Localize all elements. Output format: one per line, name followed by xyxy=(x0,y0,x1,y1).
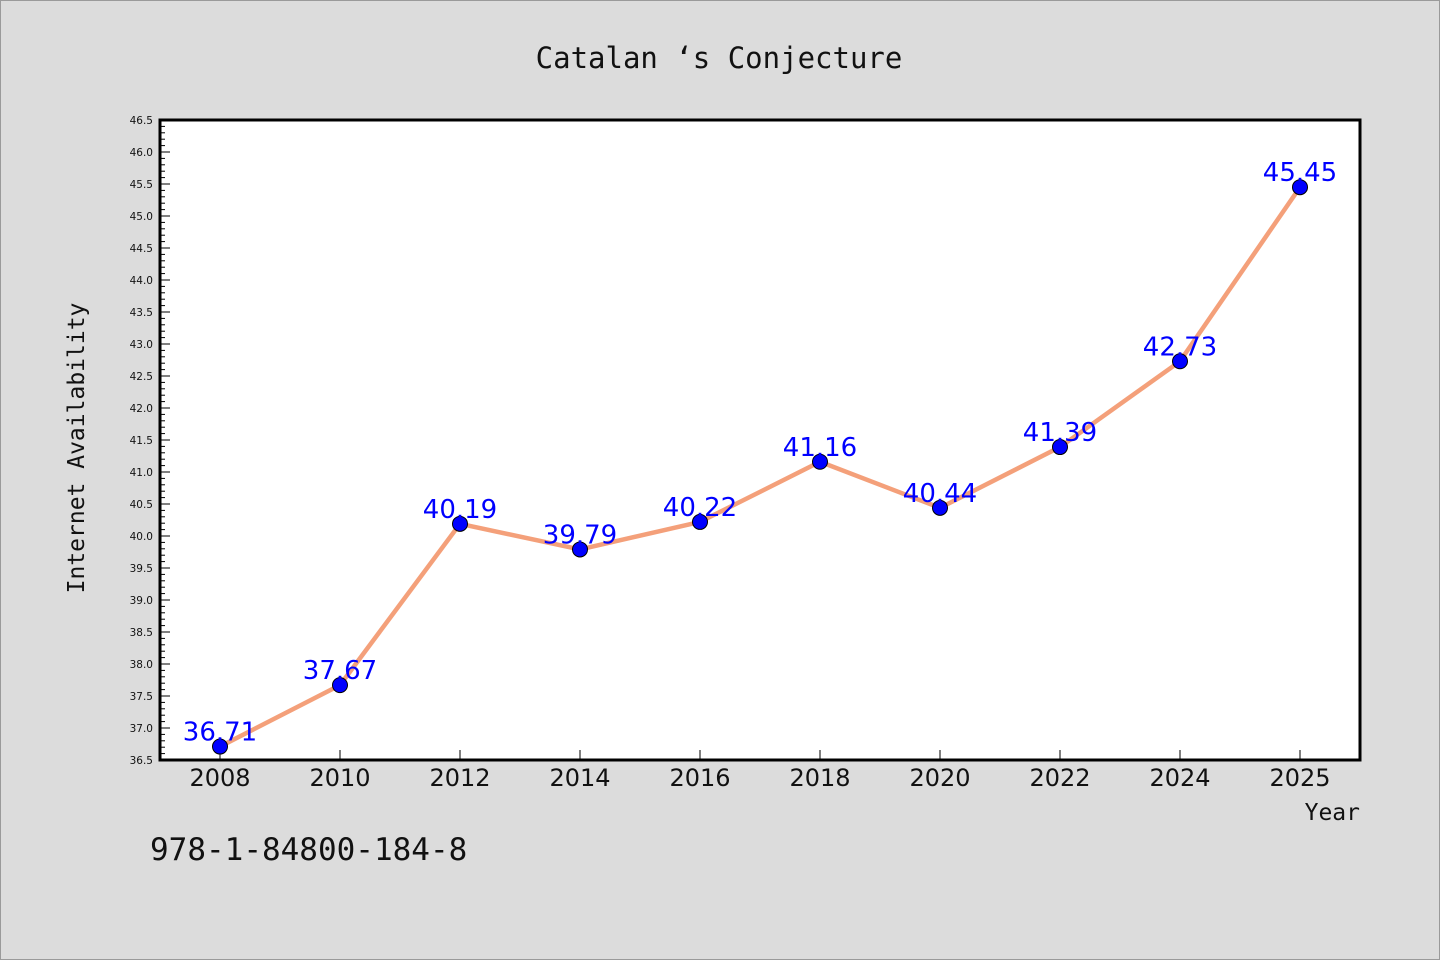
y-tick-label: 43.5 xyxy=(130,307,153,319)
data-point xyxy=(1052,439,1068,456)
x-tick-label: 2025 xyxy=(1269,764,1330,792)
data-point xyxy=(332,677,348,694)
data-label: 36.71 xyxy=(183,718,257,748)
x-tick-label: 2010 xyxy=(309,764,370,792)
data-labels: 36.71 37.67 40.19 39.79 40.22 41.16 40.44 41.39… xyxy=(183,158,1337,747)
data-point xyxy=(452,515,468,532)
plot-area xyxy=(158,118,1362,762)
x-tick-label: 2008 xyxy=(189,764,250,792)
x-tick-label: 2012 xyxy=(429,764,490,792)
data-label: 41.16 xyxy=(783,433,857,463)
data-point xyxy=(692,513,708,530)
data-point xyxy=(812,453,828,470)
data-point xyxy=(932,499,948,516)
y-axis-label: Internet Availability xyxy=(64,303,90,594)
y-tick-label: 46.0 xyxy=(130,147,153,159)
data-label: 37.67 xyxy=(303,656,377,686)
chart-title: Catalan ‘s Conjecture xyxy=(536,41,903,75)
y-tick-label: 41.0 xyxy=(130,467,153,479)
y-axis-ticks: 36.5 37.0 37.5 38.0 38.5 39.0 39.5 40.0 40.5 41.0… xyxy=(130,115,170,767)
y-tick-label: 40.5 xyxy=(130,499,153,511)
y-tick-label: 36.5 xyxy=(130,755,153,767)
data-point xyxy=(1172,353,1188,370)
data-point xyxy=(572,541,588,558)
x-axis-ticks: 2008 2010 2012 2014 2016 2018 2020 2022 2024 2025 xyxy=(189,750,1331,792)
data-point xyxy=(1292,179,1308,196)
y-tick-label: 38.5 xyxy=(130,627,153,639)
data-label: 42.73 xyxy=(1143,332,1217,362)
data-label: 41.39 xyxy=(1023,418,1097,448)
data-label: 45.45 xyxy=(1263,158,1337,188)
y-tick-label: 45.0 xyxy=(130,211,153,223)
y-tick-label: 38.0 xyxy=(130,659,153,671)
y-tick-label: 44.0 xyxy=(130,275,153,287)
data-point xyxy=(212,738,228,755)
data-label: 40.19 xyxy=(423,495,497,525)
y-tick-label: 46.5 xyxy=(130,115,153,127)
x-tick-label: 2014 xyxy=(549,764,610,792)
y-tick-label: 42.5 xyxy=(130,371,153,383)
data-label: 40.44 xyxy=(903,479,977,509)
x-tick-label: 2020 xyxy=(909,764,970,792)
y-tick-label: 39.5 xyxy=(130,563,153,575)
y-tick-label: 37.0 xyxy=(130,723,153,735)
data-label: 39.79 xyxy=(543,520,617,550)
y-tick-label: 45.5 xyxy=(130,179,153,191)
y-tick-label: 43.0 xyxy=(130,339,153,351)
y-tick-label: 39.0 xyxy=(130,595,153,607)
x-tick-label: 2016 xyxy=(669,764,730,792)
y-tick-label: 44.5 xyxy=(130,243,153,255)
x-tick-label: 2024 xyxy=(1149,764,1210,792)
series-line xyxy=(217,184,1303,749)
y-tick-label: 41.5 xyxy=(130,435,153,447)
x-tick-label: 2018 xyxy=(789,764,850,792)
isbn-text: 978-1-84800-184-8 xyxy=(150,832,468,868)
x-axis-label: Year xyxy=(1305,800,1360,826)
y-tick-label: 37.5 xyxy=(130,691,153,703)
x-tick-label: 2022 xyxy=(1029,764,1090,792)
y-tick-label: 40.0 xyxy=(130,531,153,543)
y-tick-label: 42.0 xyxy=(130,403,153,415)
data-series xyxy=(212,179,1308,755)
data-label: 40.22 xyxy=(663,493,737,523)
